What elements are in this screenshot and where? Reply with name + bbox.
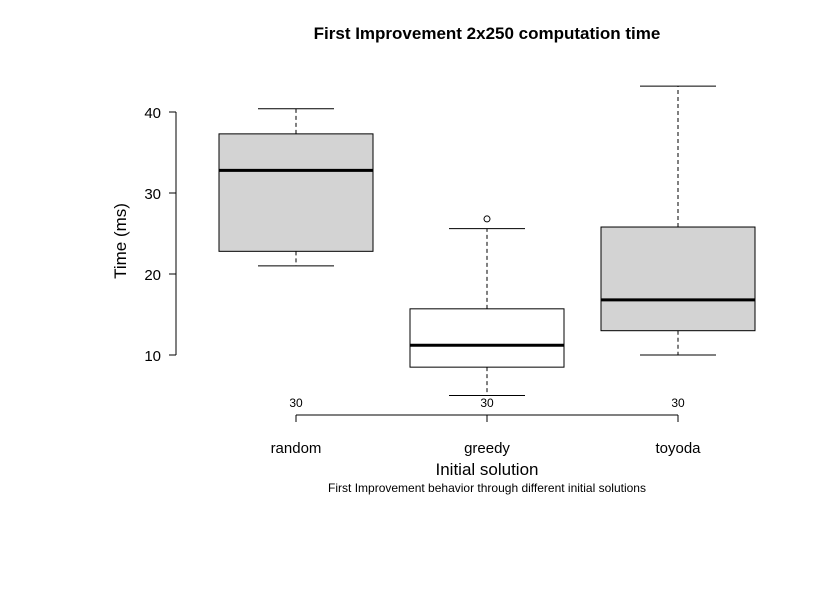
x-tick-label: toyoda bbox=[655, 440, 701, 457]
x-tick-label: greedy bbox=[464, 440, 510, 457]
iqr-box bbox=[409, 308, 565, 368]
iqr-box bbox=[218, 133, 374, 252]
count-label: 30 bbox=[671, 396, 685, 410]
count-label: 30 bbox=[480, 396, 494, 410]
outlier-point bbox=[483, 215, 491, 223]
box-greedy bbox=[409, 215, 565, 396]
box-toyoda bbox=[600, 85, 756, 356]
boxes bbox=[218, 85, 756, 396]
y-tick-label: 30 bbox=[144, 186, 161, 203]
y-tick-label: 40 bbox=[144, 105, 161, 122]
x-axis-label: Initial solution bbox=[435, 460, 538, 479]
iqr-box bbox=[600, 226, 756, 332]
x-tick-label: random bbox=[271, 440, 322, 457]
x-axis: 30 random 30 greedy 30 toyoda bbox=[271, 396, 702, 457]
box-random bbox=[218, 108, 374, 267]
chart-subtitle: First Improvement behavior through diffe… bbox=[328, 481, 646, 495]
y-tick-label: 10 bbox=[144, 348, 161, 365]
chart-title: First Improvement 2x250 computation time bbox=[314, 24, 661, 43]
y-axis: 10 20 30 40 bbox=[144, 105, 177, 365]
count-label: 30 bbox=[289, 396, 303, 410]
y-tick-label: 20 bbox=[144, 267, 161, 284]
y-axis-label: Time (ms) bbox=[111, 203, 130, 279]
